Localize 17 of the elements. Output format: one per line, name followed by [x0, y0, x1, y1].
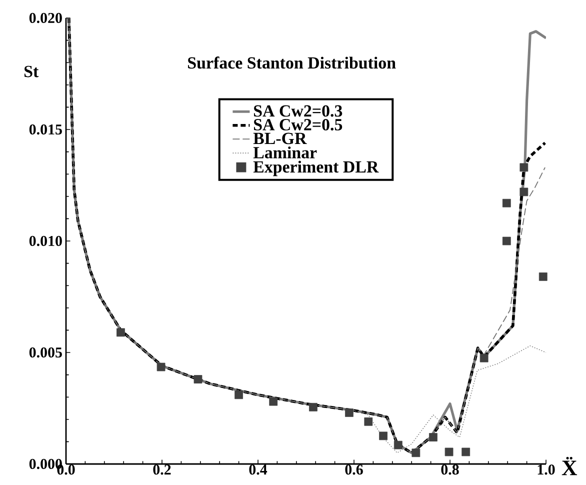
- legend-label: SA Cw2=0.5: [254, 119, 342, 130]
- legend-label: Laminar: [253, 146, 317, 158]
- legend-label: SA Cw2=0.3: [254, 105, 342, 117]
- legend-label: BL-GR: [253, 132, 307, 144]
- legend-label: Experiment DLR: [253, 160, 379, 176]
- y-axis-title: St: [24, 66, 39, 78]
- text: Surface Stanton Distribution: [188, 56, 396, 69]
- x-tick-label: 0.6: [345, 464, 363, 475]
- x-tick-label: 0.8: [441, 464, 459, 475]
- x-tick-label: 0.4: [249, 464, 268, 475]
- x-tick-label: 1.0: [538, 464, 555, 475]
- x-axis-title: Ẍ: [562, 456, 578, 476]
- x-tick-label: 0.2: [153, 464, 171, 475]
- y-tick-label: 0.005: [29, 347, 62, 358]
- y-tick-label: 0.010: [29, 236, 62, 246]
- y-tick-label: 0.015: [29, 124, 62, 135]
- y-tick-label: 0.020: [29, 12, 62, 24]
